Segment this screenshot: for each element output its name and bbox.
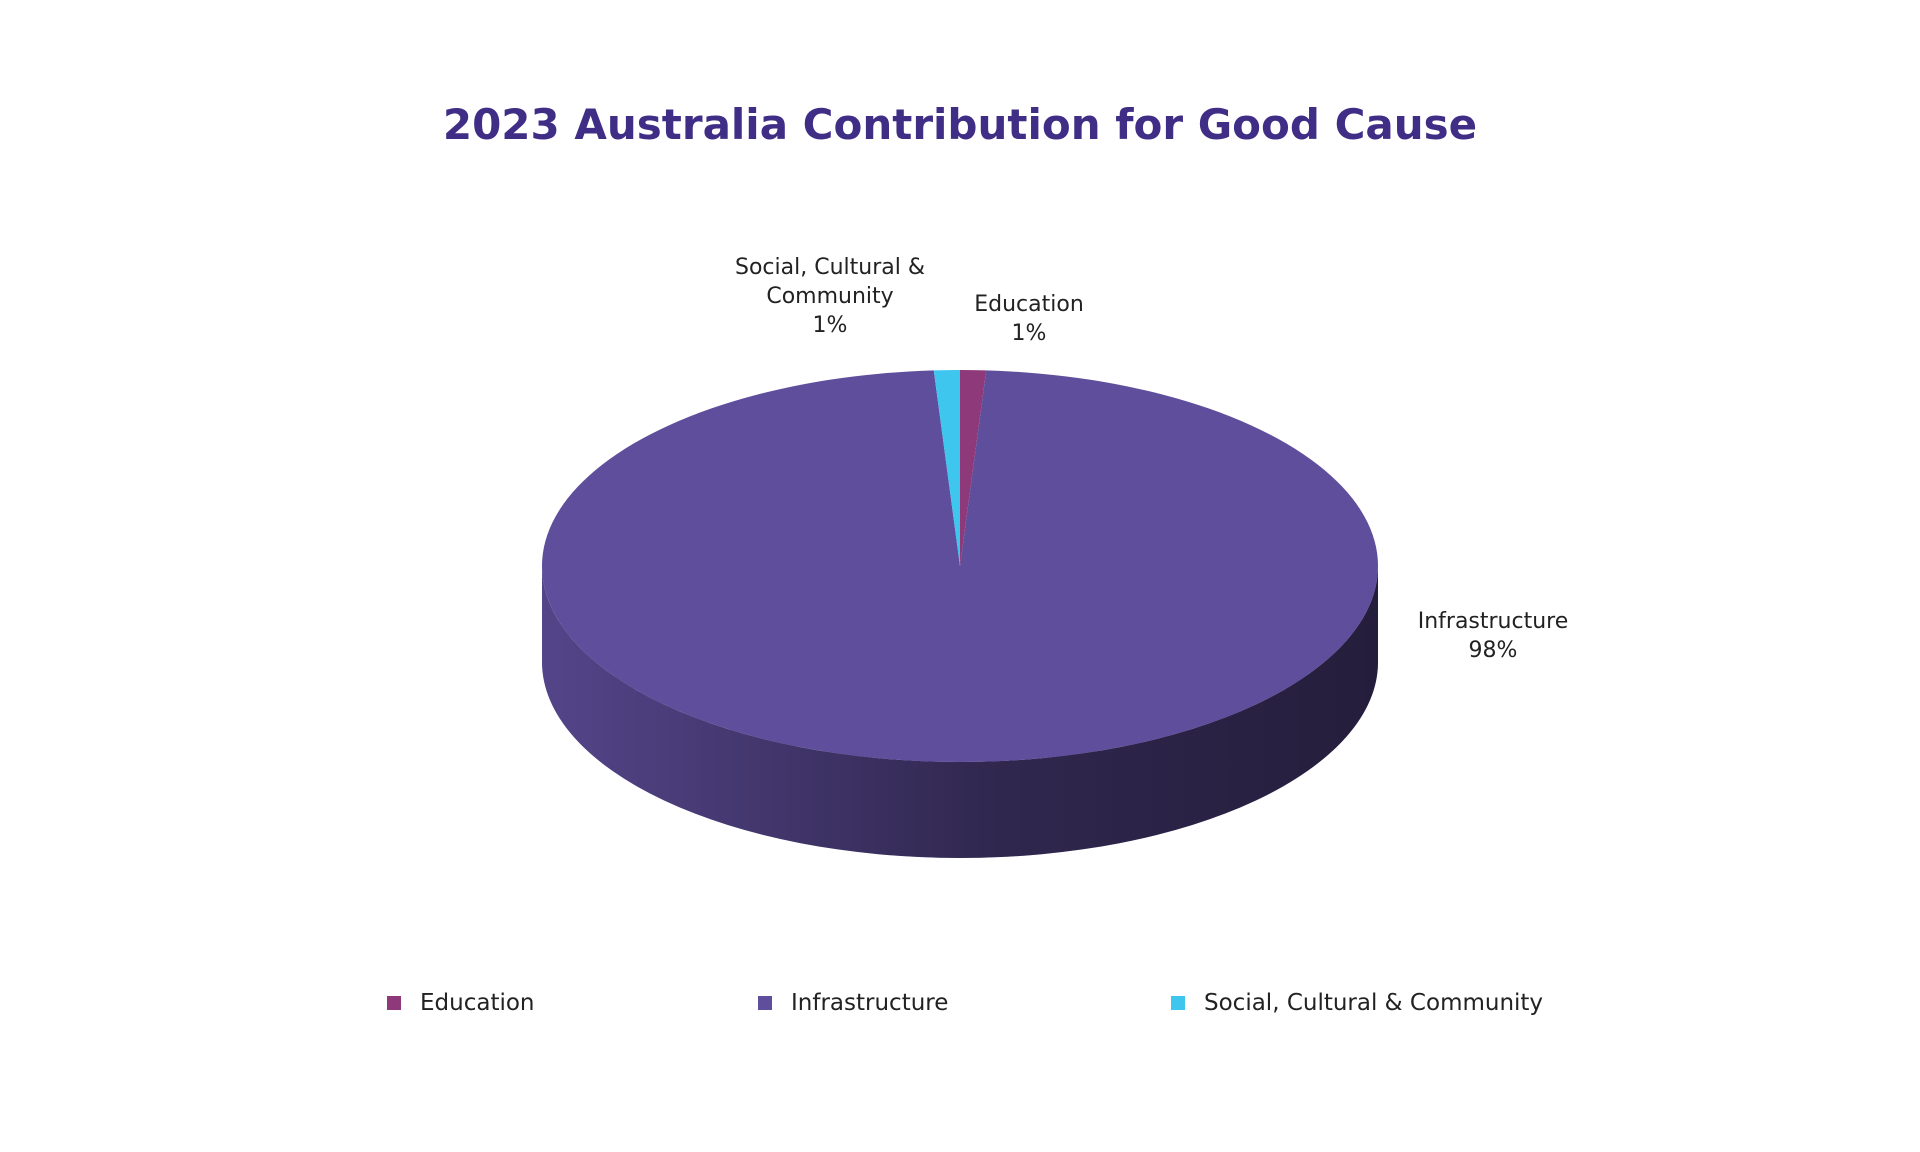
legend-item: Education: [387, 990, 535, 1016]
legend-swatch: [758, 996, 772, 1010]
legend-label: Infrastructure: [791, 990, 949, 1016]
data-label: Social, Cultural & Community 1%: [725, 253, 935, 340]
data-label-name: Education: [974, 292, 1084, 317]
legend-label: Social, Cultural & Community: [1204, 990, 1544, 1016]
legend-item: Social, Cultural & Community: [1171, 990, 1543, 1016]
legend-swatch: [387, 996, 401, 1010]
data-label-name: Infrastructure: [1417, 609, 1569, 634]
data-label-name: Social, Cultural & Community: [735, 255, 925, 309]
legend-label: Education: [420, 990, 535, 1016]
pie-slice: [960, 370, 987, 566]
data-label-value: 1%: [1011, 321, 1047, 346]
data-label: Education 1%: [914, 290, 1144, 348]
data-label-value: 98%: [1468, 638, 1518, 663]
pie-slice: [933, 370, 960, 566]
pie-slice: [541, 370, 1378, 762]
chart-title: 2023 Australia Contribution for Good Cau…: [442, 100, 1478, 149]
legend-swatch: [1171, 996, 1185, 1010]
data-label: Infrastructure 98%: [1378, 607, 1608, 665]
legend-item: Infrastructure: [758, 990, 948, 1016]
data-label-value: 1%: [812, 313, 848, 338]
side-shade: [542, 566, 1378, 858]
